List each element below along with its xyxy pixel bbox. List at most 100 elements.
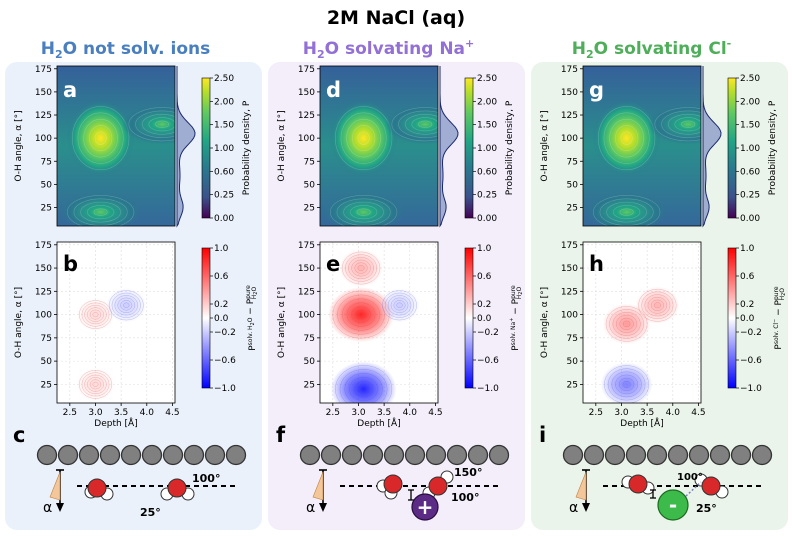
contour-line — [348, 257, 374, 280]
x-tick-label: 4.5 — [165, 408, 179, 418]
heatmap-peak — [586, 192, 667, 226]
contour-line — [117, 297, 136, 313]
y-tick-label: 150 — [35, 88, 52, 98]
contour-line — [346, 302, 376, 327]
x-tick-label: 4.5 — [428, 408, 442, 418]
contour-line — [92, 381, 99, 387]
contour-line — [638, 288, 677, 322]
contour-line — [141, 113, 175, 135]
colorbar-bwr — [201, 247, 211, 389]
colorbar-label: Probability density, P — [505, 100, 515, 195]
water-molecule — [621, 474, 655, 495]
surface-atom — [604, 444, 626, 466]
arrow-head — [56, 503, 64, 512]
colorbar-tick-label: −0.6 — [214, 356, 236, 366]
column-title: H2O not solv. ions — [41, 39, 211, 61]
surface-atom — [562, 444, 584, 466]
contour-line — [356, 208, 371, 216]
colorbar-tick-label: −1.0 — [740, 384, 762, 394]
x-tick-label: 4.0 — [666, 408, 681, 418]
surface-atom — [183, 444, 205, 466]
x-tick-label: 4.0 — [403, 408, 418, 418]
surface-atom — [425, 444, 447, 466]
contour-line — [603, 112, 650, 164]
colorbar-tick-label: 0.60 — [740, 167, 760, 177]
y-tick-label: 50 — [41, 357, 53, 367]
contour-line — [81, 302, 110, 327]
y-tick-label: 50 — [41, 180, 53, 190]
heatmap-background — [57, 242, 175, 403]
colorbar-tick-label: 1.50 — [477, 121, 497, 131]
angle-label: 25° — [140, 506, 161, 519]
heatmap-peak — [648, 104, 701, 145]
contour-line — [340, 112, 387, 164]
contour-line — [155, 120, 170, 128]
x-axis-label: Depth [Å] — [94, 417, 137, 429]
colorbar-tick-label: 1.50 — [214, 121, 234, 131]
angle-wedge — [49, 471, 61, 501]
surface-atom — [383, 444, 405, 466]
contour-line — [336, 198, 391, 226]
surface-atom — [625, 444, 647, 466]
contour-line — [396, 302, 403, 308]
marginal-density — [702, 66, 722, 228]
bottom-axes-frame — [319, 241, 439, 404]
sodium-ion — [411, 493, 439, 521]
angle-label: 150° — [454, 466, 482, 479]
positive-region — [635, 286, 680, 325]
ion-charge: - — [669, 493, 677, 517]
y-tick-label: 125 — [298, 111, 315, 121]
bottom-axes-frame — [56, 241, 176, 404]
contour-line — [88, 125, 113, 152]
colorbar-tick-label: 0.60 — [477, 167, 497, 177]
colorbar-tick-label: 1.0 — [740, 244, 755, 254]
contour-line — [650, 299, 664, 311]
contour-line — [622, 380, 631, 388]
panel-letter: d — [326, 78, 341, 102]
heatmap-peak — [323, 192, 404, 226]
contour-line — [349, 376, 379, 402]
contour-line — [384, 292, 415, 318]
y-tick-label: 150 — [561, 264, 578, 274]
contour-line — [341, 298, 381, 331]
panel-letter: a — [63, 78, 77, 102]
y-tick-label: 175 — [298, 241, 315, 251]
colorbar-tick-label: −0.2 — [214, 328, 236, 338]
y-tick-label: 150 — [298, 88, 315, 98]
x-axis-label: Depth [Å] — [357, 417, 400, 429]
colorbar-label: Psolv. Cl− − PpureH2O — [772, 286, 787, 350]
y-tick-label: 75 — [304, 157, 315, 167]
contour-line — [93, 208, 108, 216]
heatmap-peak — [385, 104, 438, 145]
y-tick-label: 100 — [561, 134, 578, 144]
contour-line — [609, 309, 645, 339]
angle-wedge — [575, 471, 587, 501]
y-tick-label: 175 — [298, 65, 315, 75]
contour-line — [607, 368, 646, 401]
surface-atom — [78, 444, 100, 466]
colorbar-tick-label: 0.00 — [477, 214, 497, 224]
column-title: H2O solvating Na+ — [303, 37, 475, 61]
oxygen-atom — [701, 476, 721, 496]
contour-line — [612, 311, 641, 336]
colorbar-label: Psolv. H2O − PpureH2O — [245, 285, 259, 351]
negative-region — [330, 361, 397, 403]
contour-line — [81, 372, 110, 397]
contour-line — [346, 118, 381, 158]
alpha-symbol: α — [43, 500, 52, 516]
panel-letter: b — [63, 252, 78, 276]
x-tick-label: 3.0 — [88, 408, 103, 418]
contour-line — [674, 117, 701, 132]
x-tick-label: 2.5 — [63, 408, 77, 418]
surface-atom — [583, 444, 605, 466]
contour-line — [622, 320, 631, 328]
column-a: H2O not solv. ions 25 50 75 100 125 150 175 O-H … — [5, 39, 262, 530]
colorbar-tick-label: 2.00 — [477, 97, 497, 107]
contour-line — [358, 384, 369, 394]
y-axis-label: O-H angle, α [°] — [14, 287, 24, 358]
contour-line — [644, 294, 671, 317]
water-molecule — [694, 473, 729, 499]
contour-line — [418, 120, 433, 128]
panel-letter: h — [589, 252, 604, 276]
contour-line — [641, 291, 674, 319]
